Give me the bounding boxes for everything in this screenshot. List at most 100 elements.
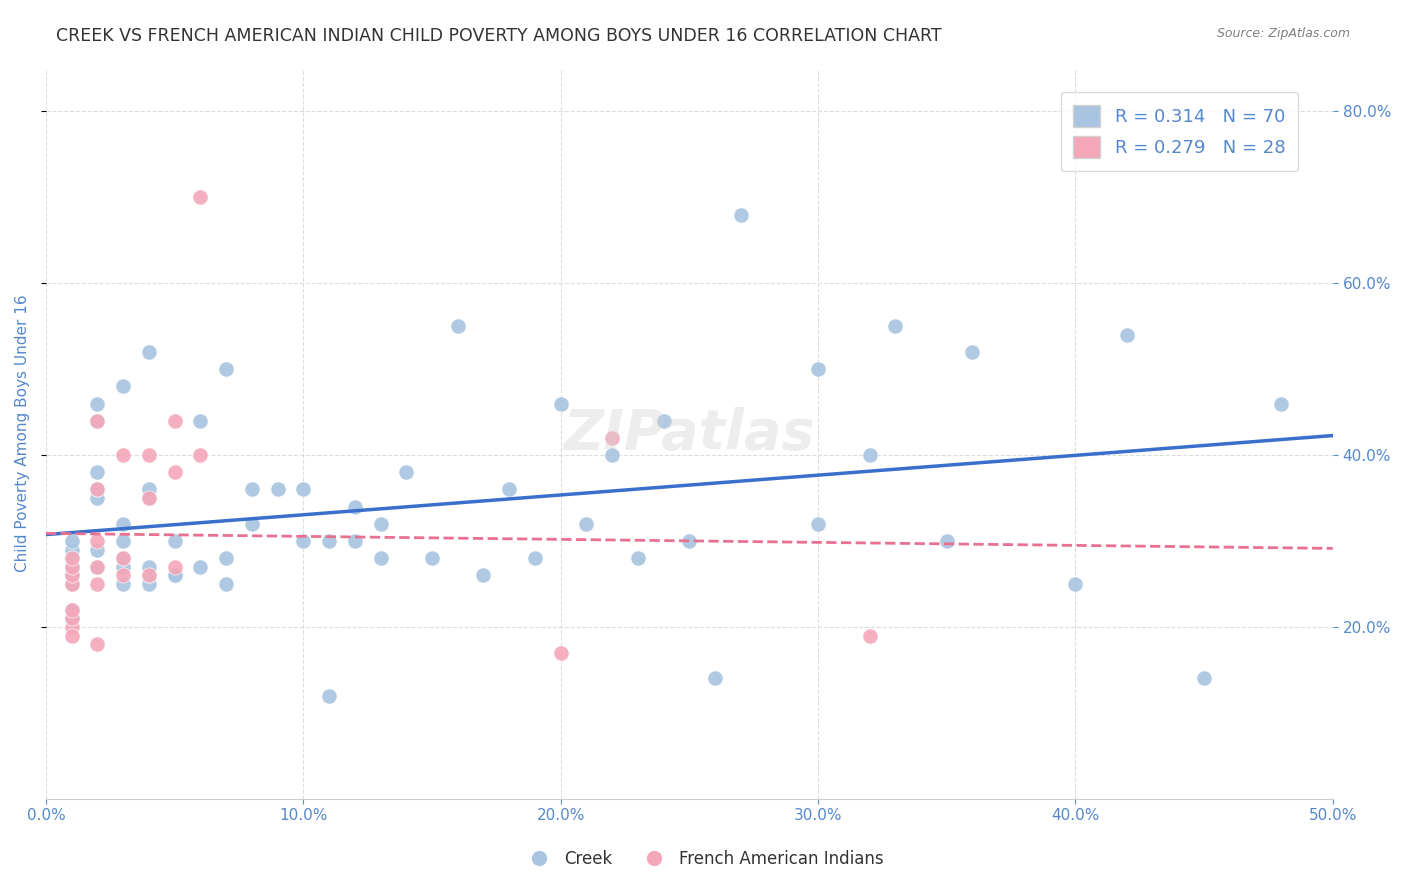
Point bbox=[858, 628, 880, 642]
Point bbox=[86, 559, 108, 574]
Point bbox=[60, 559, 83, 574]
Point bbox=[112, 379, 135, 393]
Point bbox=[138, 568, 160, 582]
Point bbox=[163, 534, 186, 549]
Point bbox=[215, 362, 238, 376]
Text: CREEK VS FRENCH AMERICAN INDIAN CHILD POVERTY AMONG BOYS UNDER 16 CORRELATION CH: CREEK VS FRENCH AMERICAN INDIAN CHILD PO… bbox=[56, 27, 942, 45]
Point bbox=[343, 500, 366, 514]
Point bbox=[240, 483, 263, 497]
Text: Source: ZipAtlas.com: Source: ZipAtlas.com bbox=[1216, 27, 1350, 40]
Point bbox=[86, 483, 108, 497]
Point bbox=[318, 534, 340, 549]
Point bbox=[138, 491, 160, 505]
Point bbox=[112, 568, 135, 582]
Point bbox=[60, 603, 83, 617]
Point bbox=[678, 534, 700, 549]
Point bbox=[1192, 672, 1215, 686]
Point bbox=[138, 483, 160, 497]
Point bbox=[550, 646, 572, 660]
Point bbox=[60, 559, 83, 574]
Point bbox=[60, 620, 83, 634]
Point bbox=[858, 448, 880, 462]
Point bbox=[60, 611, 83, 625]
Point bbox=[1270, 396, 1292, 410]
Legend: R = 0.314   N = 70, R = 0.279   N = 28: R = 0.314 N = 70, R = 0.279 N = 28 bbox=[1060, 92, 1298, 170]
Legend: Creek, French American Indians: Creek, French American Indians bbox=[516, 844, 890, 875]
Point bbox=[86, 396, 108, 410]
Point bbox=[163, 568, 186, 582]
Point bbox=[190, 414, 212, 428]
Point bbox=[86, 414, 108, 428]
Point bbox=[60, 577, 83, 591]
Point bbox=[138, 491, 160, 505]
Point bbox=[86, 465, 108, 479]
Point bbox=[807, 516, 830, 531]
Point bbox=[370, 516, 392, 531]
Point bbox=[523, 551, 546, 566]
Point bbox=[60, 542, 83, 557]
Point bbox=[86, 559, 108, 574]
Point bbox=[60, 611, 83, 625]
Point bbox=[447, 319, 470, 334]
Point bbox=[884, 319, 907, 334]
Point bbox=[60, 628, 83, 642]
Point bbox=[370, 551, 392, 566]
Point bbox=[163, 465, 186, 479]
Point bbox=[86, 542, 108, 557]
Point bbox=[60, 568, 83, 582]
Point bbox=[86, 637, 108, 651]
Point bbox=[112, 551, 135, 566]
Point bbox=[60, 551, 83, 566]
Text: ZIPatlas: ZIPatlas bbox=[564, 407, 815, 460]
Point bbox=[600, 448, 623, 462]
Point bbox=[138, 568, 160, 582]
Point bbox=[190, 448, 212, 462]
Point bbox=[627, 551, 650, 566]
Point bbox=[575, 516, 598, 531]
Point bbox=[86, 414, 108, 428]
Point bbox=[86, 534, 108, 549]
Point bbox=[60, 551, 83, 566]
Point bbox=[163, 568, 186, 582]
Point bbox=[962, 345, 984, 359]
Point bbox=[498, 483, 520, 497]
Point bbox=[730, 208, 752, 222]
Point bbox=[138, 345, 160, 359]
Point bbox=[292, 483, 315, 497]
Point bbox=[138, 559, 160, 574]
Point bbox=[60, 603, 83, 617]
Point bbox=[86, 577, 108, 591]
Point bbox=[1115, 327, 1137, 342]
Point bbox=[163, 414, 186, 428]
Point bbox=[112, 577, 135, 591]
Point bbox=[112, 534, 135, 549]
Point bbox=[266, 483, 288, 497]
Point bbox=[292, 534, 315, 549]
Point bbox=[472, 568, 495, 582]
Point bbox=[935, 534, 957, 549]
Point bbox=[86, 491, 108, 505]
Point bbox=[60, 577, 83, 591]
Point bbox=[652, 414, 675, 428]
Point bbox=[807, 362, 830, 376]
Point bbox=[60, 568, 83, 582]
Point bbox=[600, 431, 623, 445]
Point bbox=[60, 534, 83, 549]
Point bbox=[318, 689, 340, 703]
Point bbox=[420, 551, 443, 566]
Point bbox=[112, 551, 135, 566]
Point bbox=[112, 448, 135, 462]
Point bbox=[190, 190, 212, 204]
Y-axis label: Child Poverty Among Boys Under 16: Child Poverty Among Boys Under 16 bbox=[15, 295, 30, 573]
Point bbox=[215, 551, 238, 566]
Point bbox=[1064, 577, 1087, 591]
Point bbox=[112, 516, 135, 531]
Point bbox=[215, 577, 238, 591]
Point bbox=[704, 672, 727, 686]
Point bbox=[550, 396, 572, 410]
Point bbox=[138, 448, 160, 462]
Point bbox=[190, 559, 212, 574]
Point bbox=[395, 465, 418, 479]
Point bbox=[112, 559, 135, 574]
Point bbox=[163, 559, 186, 574]
